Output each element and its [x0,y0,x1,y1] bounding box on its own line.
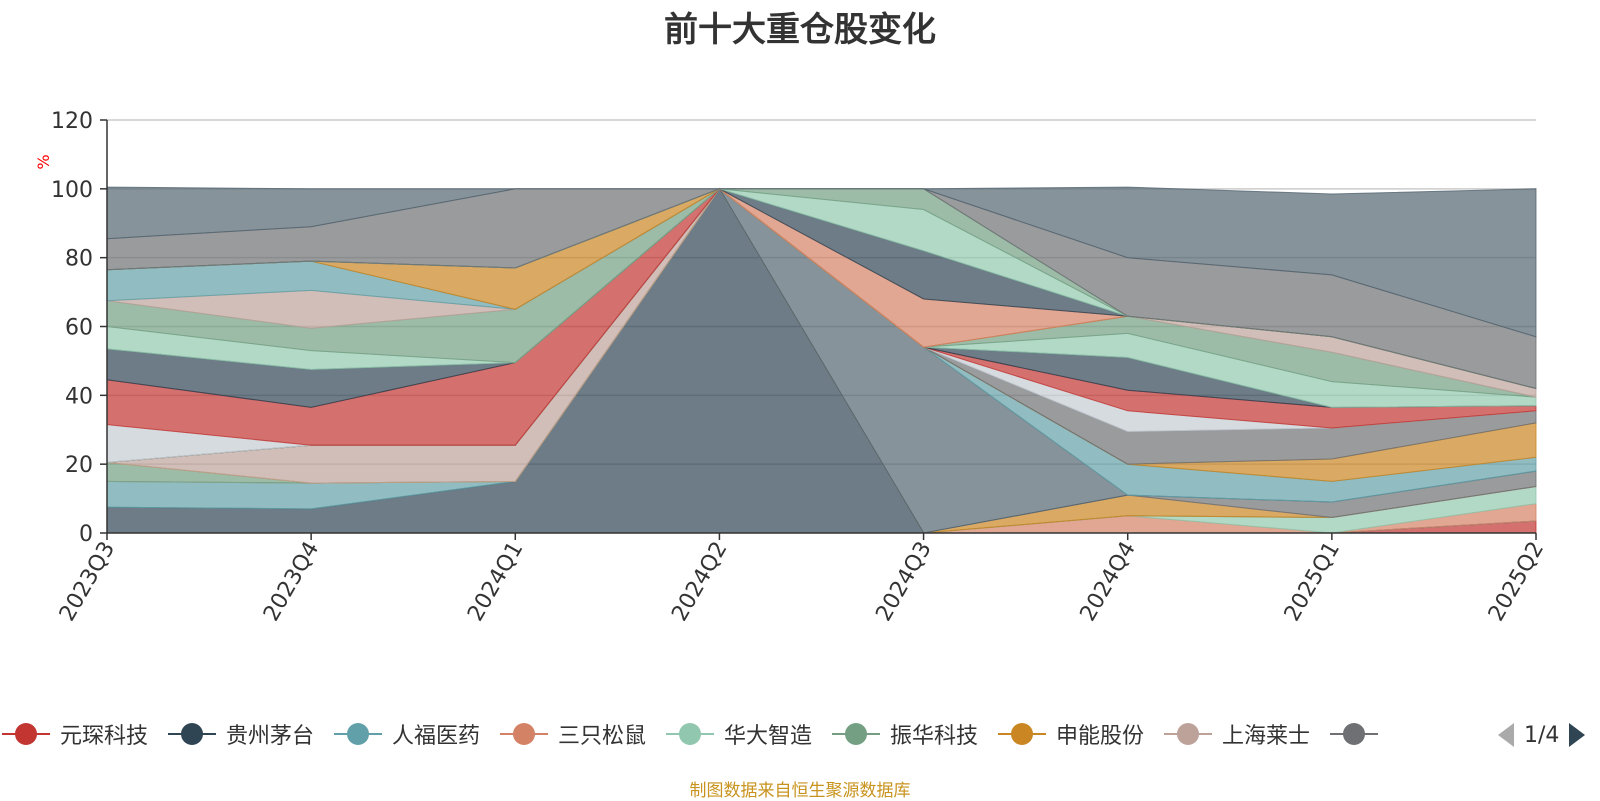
legend-item-4[interactable]: 华大智造 [664,716,812,752]
legend-item-5[interactable]: 振华科技 [830,716,978,752]
legend-marker-icon [334,723,382,745]
legend-item-3[interactable]: 三只松鼠 [498,716,646,752]
x-tick-label: 2023Q3 [55,538,120,626]
legend-label: 振华科技 [890,724,979,749]
y-tick-label: 20 [65,453,93,478]
legend-item-clipped[interactable] [1328,716,1380,752]
legend-item-6[interactable]: 申能股份 [996,716,1144,752]
y-tick-label: 100 [51,178,93,203]
legend-marker-icon [1164,723,1212,745]
legend-marker-icon [666,723,714,745]
legend-label: 三只松鼠 [558,724,647,749]
x-tick-label: 2024Q4 [1076,538,1141,626]
legend-marker-icon [1330,723,1378,745]
legend-label: 人福医药 [392,724,481,749]
x-tick-label: 2023Q4 [259,538,324,626]
x-tick-label: 2024Q2 [667,538,732,626]
y-tick-label: 60 [65,316,93,341]
triangle-right-icon[interactable] [1567,721,1587,749]
legend-marker-icon [998,723,1046,745]
y-tick-label: 40 [65,384,93,409]
legend-label: 贵州茅台 [226,724,315,749]
x-tick-label: 2025Q1 [1280,538,1345,626]
legend-item-7[interactable]: 上海莱士 [1162,716,1310,752]
legend-label: 元琛科技 [60,724,149,749]
legend-marker-icon [832,723,880,745]
legend: 元琛科技 贵州茅台 人福医药 三只松鼠 华大智造 振华科技 申能股份 上海莱士 [0,716,1470,752]
legend-label: 上海莱士 [1222,724,1311,749]
legend-item-0[interactable]: 元琛科技 [0,716,148,752]
legend-marker-icon [500,723,548,745]
legend-marker-icon [2,723,50,745]
legend-item-1[interactable]: 贵州茅台 [166,716,314,752]
legend-item-2[interactable]: 人福医药 [332,716,480,752]
chart-title: 前十大重仓股变化 [664,10,936,50]
legend-label: 华大智造 [724,724,813,749]
area-series [106,186,1537,534]
y-tick-label: 120 [51,109,93,134]
y-tick-label: 0 [79,522,93,547]
y-axis-label: % [34,154,53,169]
x-tick-label: 2025Q2 [1484,538,1549,626]
legend-pager: 1/4 [1496,718,1587,752]
y-tick-label: 80 [65,247,93,272]
legend-marker-icon [168,723,216,745]
legend-page-indicator: 1/4 [1524,722,1560,748]
source-note: 制图数据来自恒生聚源数据库 [689,781,911,801]
triangle-left-icon[interactable] [1496,721,1516,749]
area-series-26 [106,186,1537,338]
legend-label: 申能股份 [1056,724,1145,749]
x-tick-label: 2024Q1 [463,538,528,626]
x-tick-label: 2024Q3 [871,538,936,626]
